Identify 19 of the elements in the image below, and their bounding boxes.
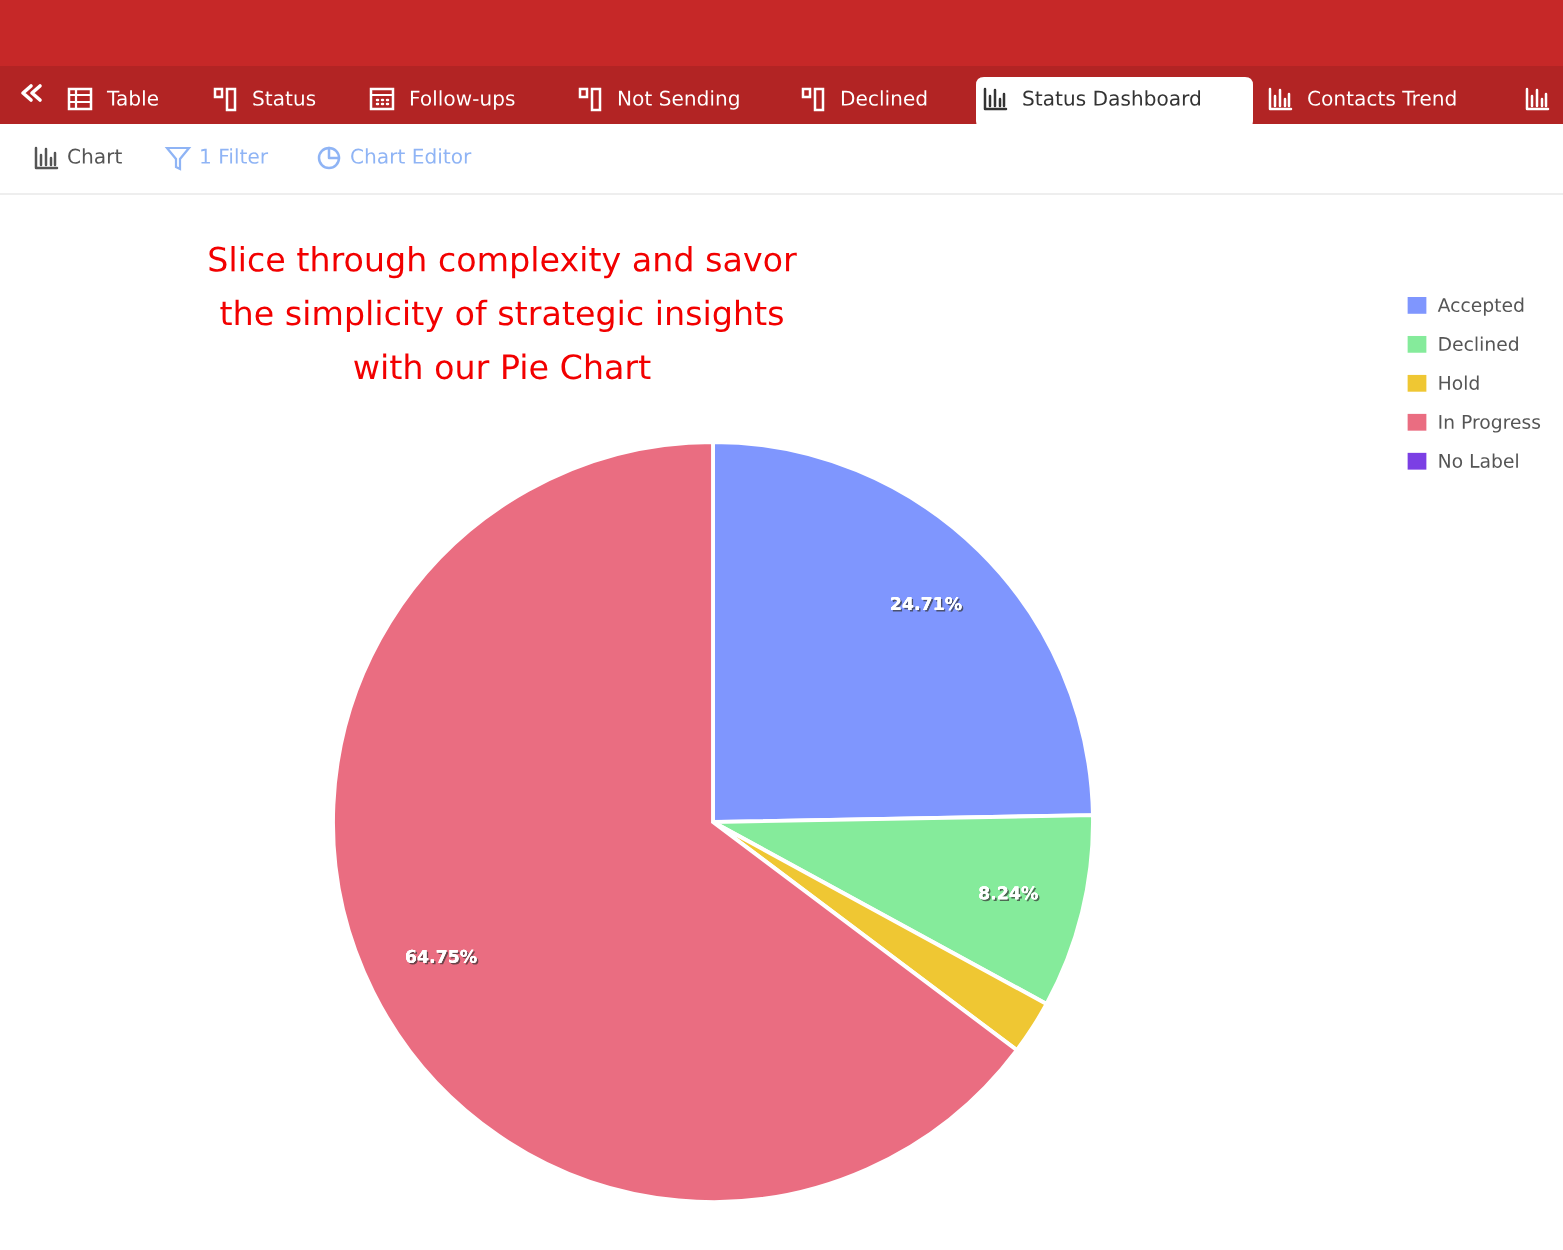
legend-label: Accepted (1437, 297, 1524, 316)
data-label: 24.71% (891, 597, 964, 612)
text: Status (253, 90, 316, 106)
text: Chart (68, 148, 122, 164)
legend-label: No Label (1439, 453, 1518, 468)
data-label: 64.75% (405, 949, 479, 965)
data-label: 8.24% (979, 886, 1040, 902)
text: Not Sending (618, 90, 739, 110)
text: 1 Filter (201, 148, 269, 164)
text: Follow-ups (410, 90, 515, 110)
legend-label: Declined (1439, 336, 1518, 352)
text: Status Dashboard (1023, 90, 1201, 106)
text: Chart Editor (351, 148, 472, 164)
text: Contacts Trend (1308, 90, 1456, 106)
text: Table (106, 90, 159, 106)
legend-label: In Progress (1439, 415, 1541, 433)
legend-label: Hold (1439, 375, 1479, 390)
chart-title: Slice through complexity and savor the simplicity of strategic insights with our Pie Chart (209, 246, 797, 380)
text: Declined (841, 90, 927, 106)
